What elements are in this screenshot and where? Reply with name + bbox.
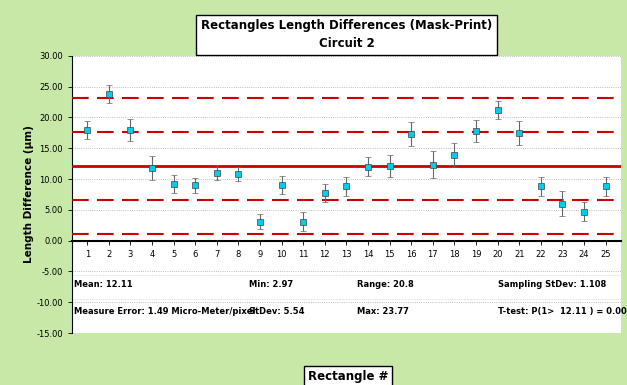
- Text: Mean: 12.11: Mean: 12.11: [74, 281, 132, 290]
- Text: Range: 20.8: Range: 20.8: [357, 281, 414, 290]
- Text: Max: 23.77: Max: 23.77: [357, 307, 409, 316]
- Text: T-test: P(1>  12.11 ) = 0.000000000042: T-test: P(1> 12.11 ) = 0.000000000042: [498, 307, 627, 316]
- Text: Min: 2.97: Min: 2.97: [249, 281, 293, 290]
- Text: Measure Error: 1.49 Micro-Meter/pixel: Measure Error: 1.49 Micro-Meter/pixel: [74, 307, 255, 316]
- Text: Sampling StDev: 1.108: Sampling StDev: 1.108: [498, 281, 606, 290]
- Title: Rectangles Length Differences (Mask-Print)
Circuit 2: Rectangles Length Differences (Mask-Prin…: [201, 20, 492, 50]
- Text: StDev: 5.54: StDev: 5.54: [249, 307, 305, 316]
- Y-axis label: Length Difference (μm): Length Difference (μm): [24, 126, 34, 263]
- Text: Rectangle #: Rectangle #: [308, 370, 388, 383]
